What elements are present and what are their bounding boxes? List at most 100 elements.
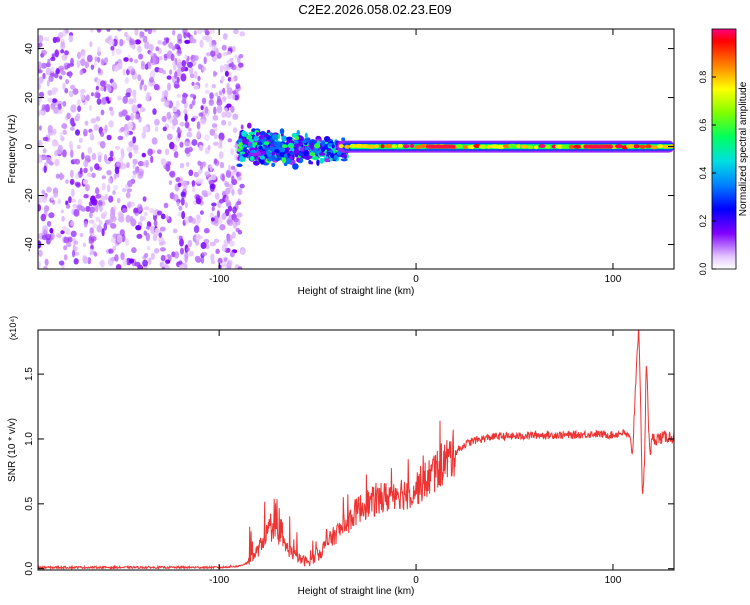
- noise-speck: [179, 235, 183, 241]
- transition-speck: [242, 138, 246, 145]
- noise-speck: [208, 99, 214, 106]
- noise-speck: [165, 37, 169, 44]
- noise-speck: [184, 147, 190, 154]
- noise-speck: [85, 184, 90, 192]
- noise-speck: [173, 113, 179, 120]
- noise-speck: [124, 238, 130, 247]
- noise-speck: [143, 230, 148, 236]
- noise-speck: [181, 60, 187, 67]
- noise-speck: [202, 161, 207, 168]
- spectrogram-y-tick-label: 40: [24, 43, 35, 55]
- noise-speck: [41, 234, 48, 241]
- noise-speck: [104, 193, 109, 201]
- noise-speck: [70, 220, 75, 227]
- noise-speck: [178, 260, 183, 266]
- transition-speck: [239, 138, 242, 143]
- noise-speck: [54, 158, 60, 167]
- noise-speck: [139, 107, 146, 113]
- carrier-hotspot: [397, 143, 403, 148]
- noise-speck: [110, 223, 117, 229]
- noise-speck: [204, 89, 210, 94]
- noise-speck: [47, 58, 51, 66]
- noise-speck: [189, 93, 195, 98]
- noise-speck: [118, 157, 123, 164]
- noise-speck: [97, 151, 103, 158]
- noise-speck: [229, 251, 235, 258]
- noise-speck: [56, 233, 62, 238]
- noise-speck: [224, 70, 229, 77]
- noise-speck: [55, 68, 60, 74]
- noise-speck: [101, 228, 105, 237]
- noise-speck: [185, 161, 190, 167]
- noise-speck: [183, 109, 188, 114]
- noise-speck: [204, 29, 209, 34]
- noise-speck: [229, 57, 234, 62]
- transition-speck: [300, 147, 305, 152]
- spectrogram-x-tick-label: 100: [605, 274, 622, 285]
- noise-speck: [222, 51, 228, 57]
- noise-speck: [160, 158, 167, 166]
- noise-speck: [82, 179, 88, 185]
- noise-speck: [68, 35, 74, 43]
- noise-speck: [240, 249, 245, 255]
- noise-speck: [205, 82, 209, 88]
- noise-speck: [145, 159, 149, 168]
- noise-speck: [196, 29, 203, 35]
- noise-speck: [141, 152, 146, 158]
- noise-speck: [52, 128, 57, 135]
- noise-speck: [94, 91, 99, 99]
- transition-speck: [261, 151, 267, 155]
- noise-speck: [225, 111, 232, 118]
- noise-speck: [93, 252, 98, 257]
- noise-speck: [177, 126, 181, 134]
- noise-speck: [52, 36, 58, 44]
- carrier-hotspot: [516, 144, 521, 149]
- noise-speck: [232, 94, 236, 101]
- noise-speck: [138, 160, 144, 167]
- noise-speck: [81, 152, 85, 160]
- noise-speck: [108, 39, 115, 46]
- noise-speck: [62, 225, 67, 232]
- transition-speck: [263, 141, 270, 146]
- noise-speck: [218, 151, 224, 160]
- noise-speck: [107, 84, 112, 93]
- noise-speck: [78, 137, 83, 143]
- noise-speck: [219, 64, 224, 73]
- noise-speck: [62, 29, 67, 37]
- noise-speck: [199, 39, 204, 48]
- noise-speck: [211, 217, 215, 222]
- noise-speck: [175, 100, 180, 108]
- noise-speck: [74, 240, 79, 245]
- noise-speck: [164, 148, 170, 156]
- noise-speck: [207, 191, 212, 196]
- snr-y-label: SNR (10 * v/v): [7, 418, 18, 482]
- noise-speck: [213, 106, 217, 115]
- noise-speck: [76, 59, 81, 69]
- noise-speck: [89, 227, 94, 234]
- transition-speck: [258, 135, 264, 140]
- noise-speck: [158, 67, 164, 74]
- noise-speck: [211, 206, 215, 212]
- noise-speck: [224, 107, 228, 113]
- noise-speck: [38, 69, 43, 74]
- noise-speck: [142, 259, 149, 267]
- noise-speck: [114, 65, 120, 72]
- noise-speck: [232, 127, 238, 134]
- transition-speck: [239, 156, 245, 163]
- snr-x-tick-label: -100: [209, 575, 229, 586]
- noise-speck: [97, 67, 101, 74]
- noise-speck: [181, 211, 186, 220]
- transition-speck: [309, 151, 316, 157]
- noise-speck: [196, 130, 201, 139]
- noise-speck: [97, 46, 101, 54]
- noise-speck: [218, 132, 225, 141]
- noise-speck: [197, 75, 201, 82]
- noise-speck: [109, 150, 114, 158]
- noise-speck: [160, 213, 166, 220]
- noise-speck: [121, 188, 127, 193]
- colorbar-tick-label: 0.0: [698, 263, 708, 276]
- noise-speck: [119, 229, 125, 237]
- noise-speck: [125, 115, 131, 121]
- noise-speck: [201, 251, 208, 256]
